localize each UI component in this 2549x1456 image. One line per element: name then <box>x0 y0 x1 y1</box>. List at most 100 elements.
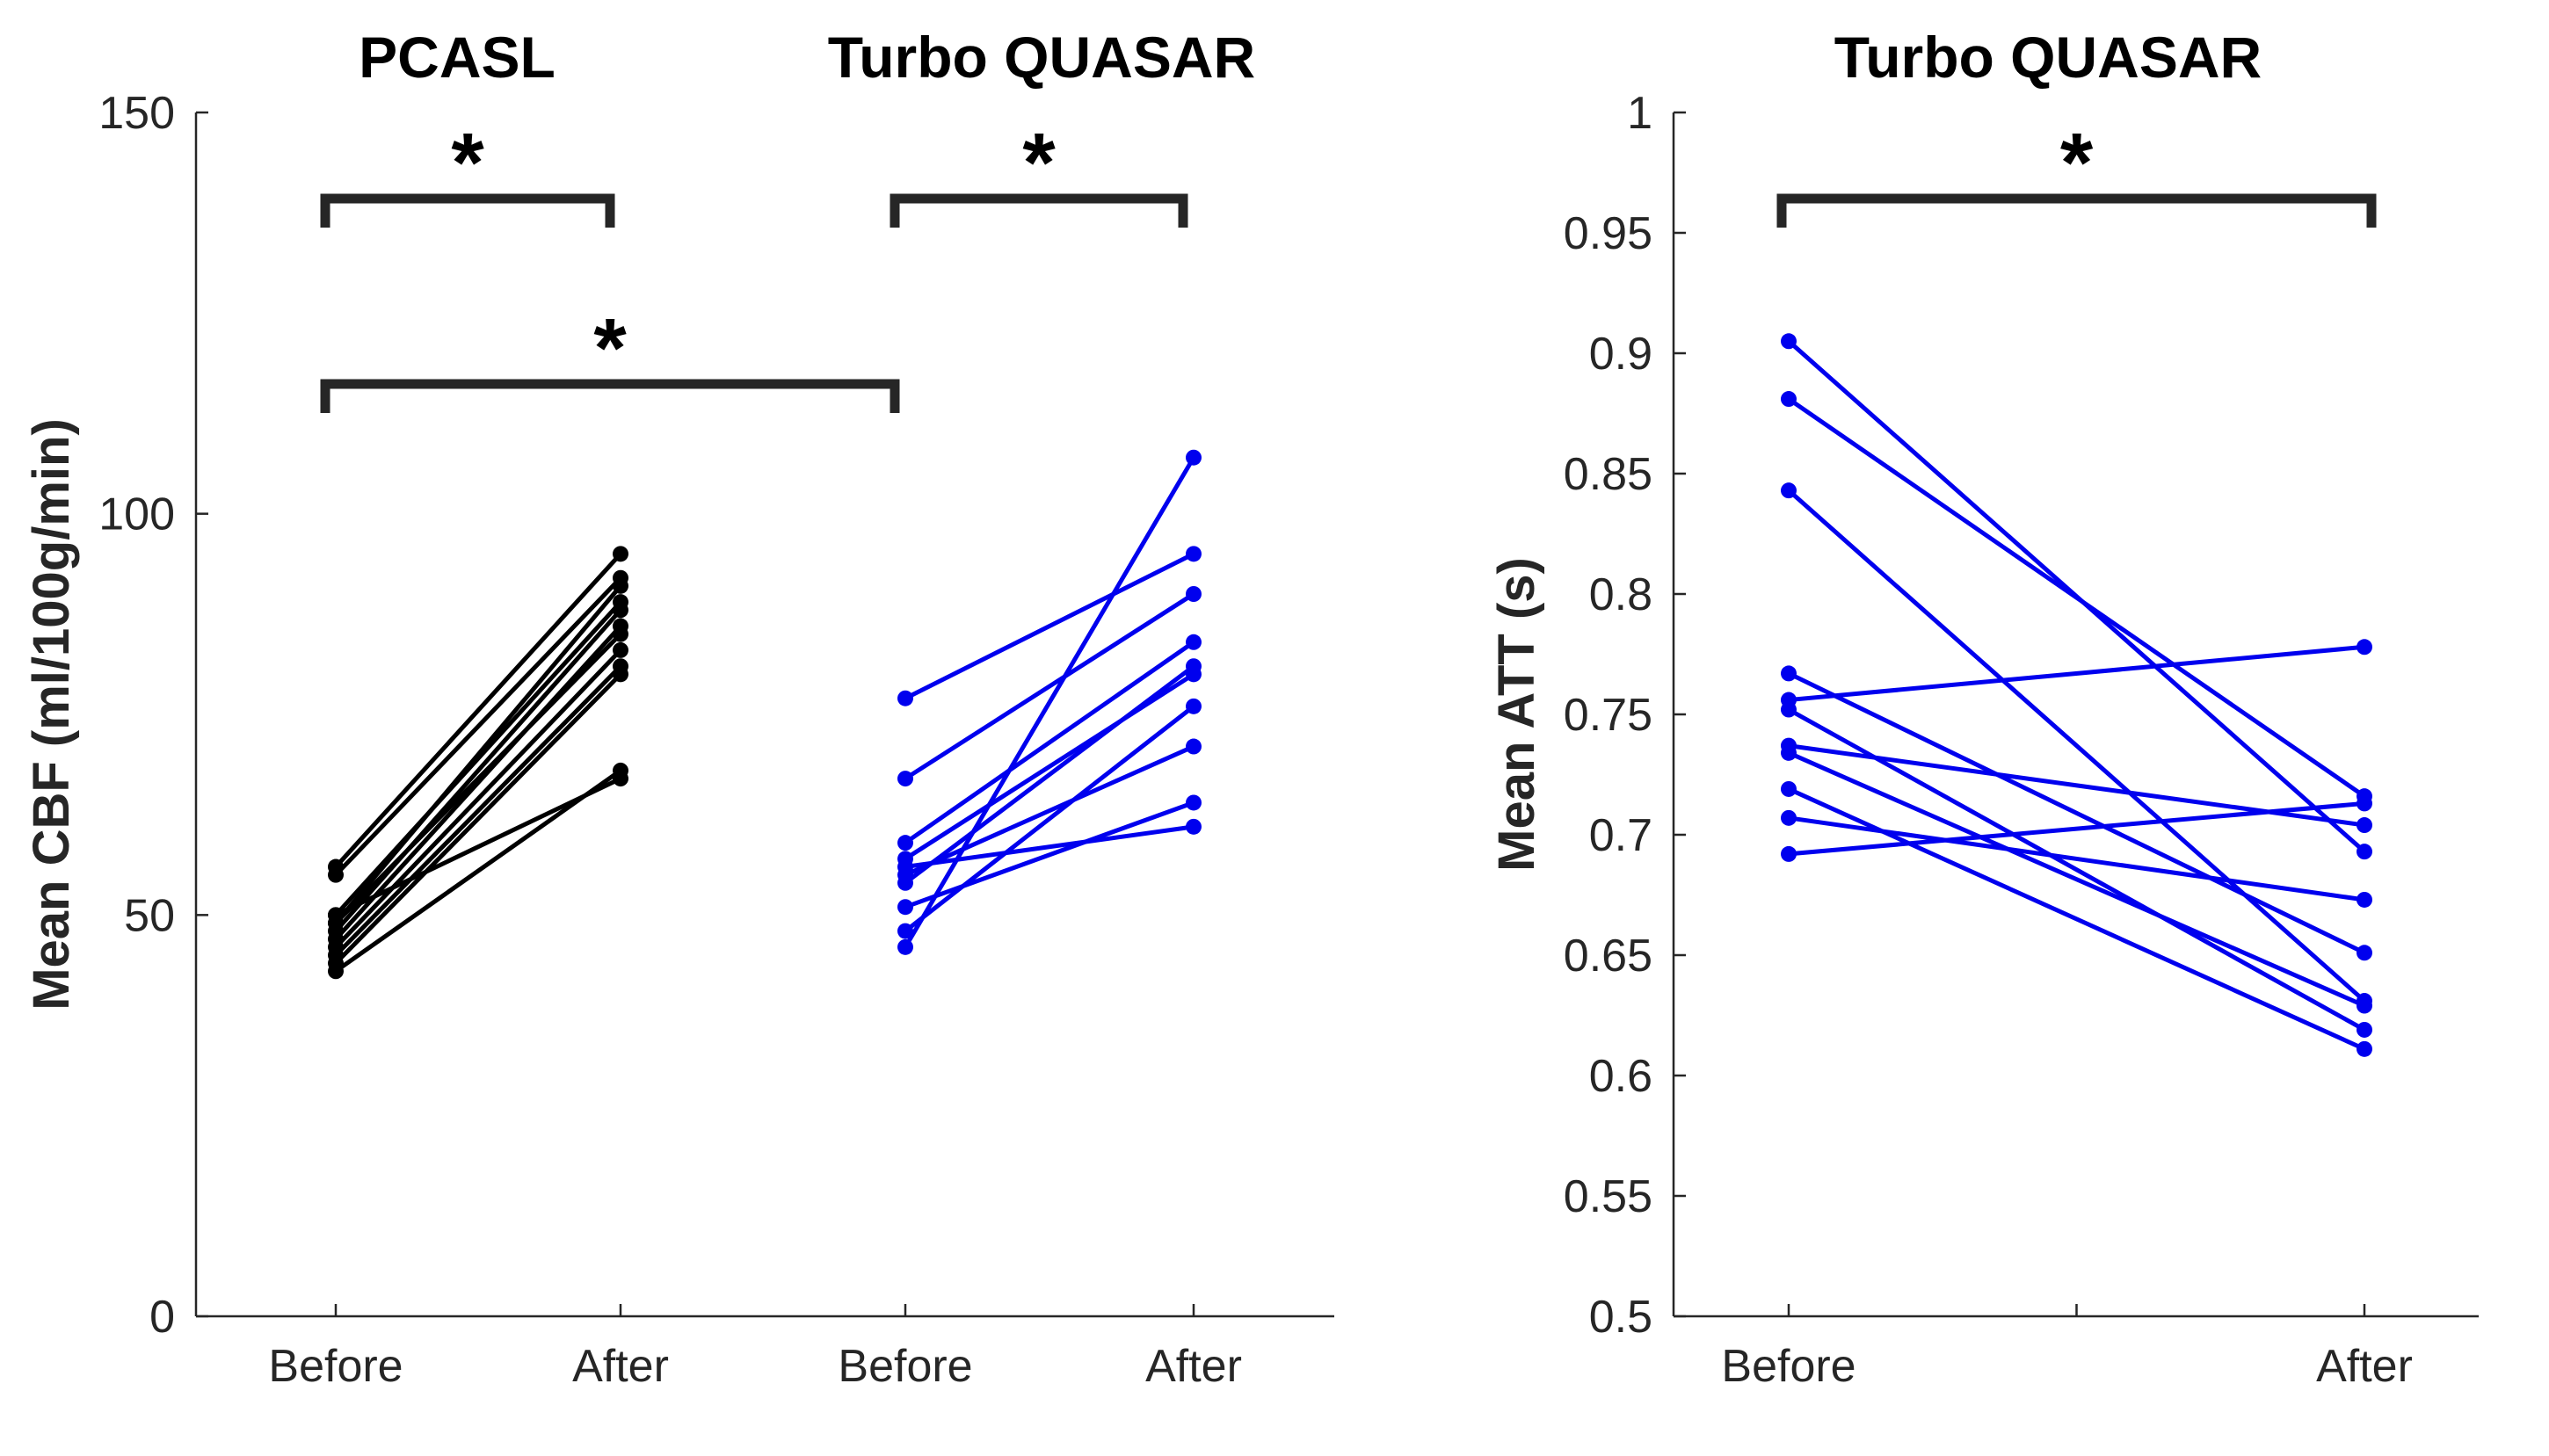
pcasl-subject-line <box>334 584 622 925</box>
right-y-tick-label: 0.6 <box>1589 1051 1652 1102</box>
pcasl-subject-line <box>334 664 622 957</box>
right-y-tick-label: 1 <box>1627 88 1652 139</box>
left-x-tick-label: After <box>1145 1341 1242 1392</box>
left-x-tick-label: Before <box>268 1341 403 1392</box>
pcasl-subject-line <box>334 672 622 965</box>
att-before-point <box>1781 845 1797 862</box>
left-y-ticks: 0 50 100 150 <box>98 88 208 1343</box>
pcasl-subject-line <box>334 608 622 933</box>
significance-bracket <box>320 193 615 228</box>
right-y-ticks: 0.5 0.55 0.6 0.65 0.7 0.75 0.8 0.85 0.9 0.95 1 <box>1564 88 1686 1343</box>
quasar-before-point <box>897 923 913 939</box>
att-before-point <box>1781 809 1797 826</box>
att-before-point <box>1781 391 1797 408</box>
att-subject-line <box>1787 707 2366 1032</box>
pcasl-after-point <box>613 577 628 594</box>
significance-star: * <box>2060 116 2094 210</box>
pcasl-after-point <box>613 602 628 619</box>
significance-bracket <box>890 193 1188 228</box>
quasar-after-point <box>1186 818 1202 835</box>
att-after-point <box>2357 1021 2372 1038</box>
left-x-tick-label: After <box>572 1341 669 1392</box>
quasar-subject-line <box>904 800 1195 909</box>
quasar-before-point <box>897 835 913 851</box>
right-y-tick-label: 0.9 <box>1589 329 1652 380</box>
att-after-point <box>2357 997 2372 1014</box>
right-x-tick-label: Before <box>1721 1341 1855 1392</box>
pcasl-after-point <box>613 626 628 642</box>
quasar-subject-line <box>904 552 1195 700</box>
right-y-tick-label: 0.85 <box>1564 449 1652 500</box>
right-y-tick-label: 0.8 <box>1589 569 1652 620</box>
left-y-tick-label: 50 <box>124 890 175 941</box>
left-y-tick-label: 150 <box>98 88 175 139</box>
quasar-before-point <box>897 866 913 883</box>
pcasl-subject-line <box>334 576 622 877</box>
quasar-before-point <box>897 771 913 787</box>
pcasl-subject-line <box>334 776 622 917</box>
quasar-after-point <box>1186 586 1202 602</box>
att-subject-line <box>1788 815 2365 902</box>
right-series <box>1781 333 2372 1057</box>
pcasl-subject-line <box>334 624 622 941</box>
att-after-point <box>2357 795 2372 812</box>
att-after-point <box>2357 1040 2372 1057</box>
cbf-y-label: Mean CBF (ml/100g/min) <box>23 418 80 1011</box>
right-x-ticks: Before After <box>1721 1304 2413 1392</box>
quasar-before-point <box>897 899 913 916</box>
quasar-subject-line <box>904 744 1195 877</box>
left-x-tick-label: Before <box>838 1341 972 1392</box>
att-before-point <box>1781 780 1797 797</box>
att-after-point <box>2357 817 2372 834</box>
pcasl-before-point <box>328 866 344 883</box>
quasar-before-point <box>897 690 913 706</box>
right-y-tick-label: 0.95 <box>1564 208 1652 259</box>
att-after-point <box>2357 844 2372 860</box>
pcasl-subject-line <box>334 552 622 869</box>
quasar-after-point <box>1186 738 1202 755</box>
att-before-point <box>1781 665 1797 682</box>
pcasl-subject-line <box>334 648 622 949</box>
quasar-subject-line <box>903 456 1196 949</box>
quasar-title-right: Turbo QUASAR <box>1834 25 2262 90</box>
att-after-point <box>2357 639 2372 656</box>
left-y-tick-label: 0 <box>149 1292 175 1343</box>
quasar-after-point <box>1186 698 1202 714</box>
pcasl-subject-line <box>334 632 622 925</box>
att-before-point <box>1781 744 1797 761</box>
pcasl-after-point <box>613 546 628 562</box>
right-y-tick-label: 0.75 <box>1564 690 1652 741</box>
quasar-subject-line <box>904 664 1195 885</box>
right-significance: * <box>1776 116 2377 228</box>
cbf-panel: 0 50 100 150 Before After Before After * * * PCA… <box>23 25 1334 1392</box>
significance-star: * <box>451 116 484 210</box>
quasar-after-point <box>1186 658 1202 675</box>
left-x-ticks: Before After Before After <box>268 1304 1242 1392</box>
att-before-point <box>1781 701 1797 718</box>
left-significance: * * * <box>320 116 1188 413</box>
att-subject-line <box>1787 750 2366 1008</box>
att-subject-line <box>1787 671 2366 955</box>
quasar-subject-line <box>904 640 1195 845</box>
pcasl-subject-line <box>334 768 622 974</box>
att-subject-line <box>1787 397 2366 799</box>
quasar-title-left: Turbo QUASAR <box>828 25 1255 90</box>
right-y-tick-label: 0.55 <box>1564 1171 1652 1222</box>
att-subject-line <box>1787 489 2366 1003</box>
quasar-subject-line <box>904 704 1195 933</box>
quasar-after-point <box>1186 546 1202 562</box>
att-panel: 0.5 0.55 0.6 0.65 0.7 0.75 0.8 0.85 0.9 0.95 1 Bef… <box>1488 25 2479 1392</box>
att-subject-line <box>1788 800 2365 857</box>
pcasl-after-point <box>613 771 628 787</box>
significance-bracket <box>320 379 900 413</box>
att-subject-line <box>1788 644 2365 703</box>
right-y-tick-label: 0.65 <box>1564 931 1652 982</box>
att-y-label: Mean ATT (s) <box>1488 557 1545 872</box>
significance-star: * <box>593 301 627 395</box>
quasar-before-point <box>897 938 913 955</box>
quasar-after-point <box>1186 449 1202 466</box>
pcasl-before-point <box>328 915 344 931</box>
significance-bracket <box>1776 193 2377 228</box>
quasar-subject-line <box>904 591 1195 781</box>
